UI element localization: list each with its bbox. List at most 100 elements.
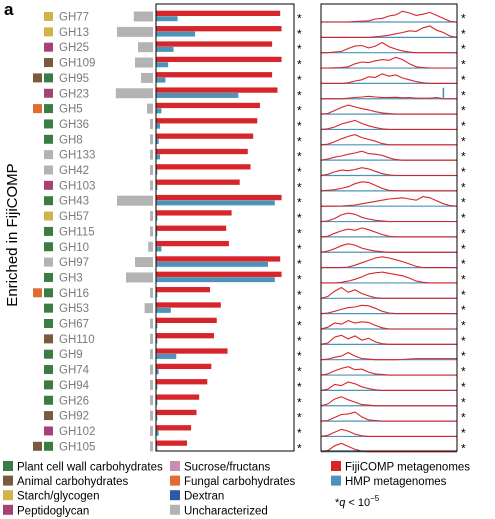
- significance-star: *: [461, 119, 466, 133]
- category-swatch: [33, 288, 42, 298]
- significance-star: *: [297, 303, 302, 317]
- legend-label: FijiCOMP metagenomes: [345, 462, 470, 474]
- fiji-density-line: [321, 41, 457, 54]
- fiji-bar: [156, 317, 217, 323]
- family-row: GH13 * *: [44, 25, 466, 41]
- category-swatch: [44, 12, 53, 21]
- significance-star: *: [461, 27, 466, 41]
- fiji-density-line: [321, 10, 458, 23]
- significance-star: *: [461, 180, 466, 194]
- fiji-density-line: [320, 134, 457, 146]
- significance-star: *: [461, 134, 466, 148]
- significance-star: *: [461, 150, 466, 164]
- fiji-density-line: [320, 320, 457, 330]
- family-row: GH23 * *: [44, 87, 466, 102]
- family-label: GH109: [59, 58, 95, 70]
- hmp-bar: [156, 16, 178, 22]
- family-row: GH133 * *: [44, 148, 466, 164]
- fiji-bar: [156, 210, 232, 216]
- significance-star: *: [461, 104, 466, 118]
- significance-star: *: [297, 196, 302, 210]
- family-label: GH103: [59, 180, 95, 192]
- family-label: GH74: [59, 365, 90, 377]
- significance-star: *: [297, 73, 302, 87]
- family-label: GH102: [59, 426, 95, 438]
- significance-star: *: [461, 303, 466, 317]
- hmp-bar: [156, 430, 159, 436]
- fiji-density-line: [320, 119, 457, 130]
- significance-star: *: [461, 426, 466, 440]
- significance-star: *: [297, 165, 302, 179]
- legend-label: Uncharacterized: [184, 505, 268, 517]
- significance-star: *: [297, 257, 302, 271]
- significance-star: *: [461, 288, 466, 302]
- fiji-bar: [156, 409, 197, 416]
- fiji-density-line: [320, 150, 457, 161]
- hmp-bar: [156, 353, 177, 359]
- fiji-density-line: [321, 196, 458, 207]
- hmp-bar: [156, 369, 159, 375]
- significance-star: *: [461, 58, 466, 72]
- significance-note: *q < 10−5: [335, 494, 380, 509]
- hmp-bar: [156, 62, 169, 68]
- category-swatch: [44, 211, 53, 221]
- category-swatch: [33, 73, 42, 83]
- significance-star: *: [461, 12, 466, 26]
- fiji-bar: [156, 148, 248, 155]
- family-label: GH110: [59, 334, 95, 346]
- fiji-density-line: [321, 271, 457, 284]
- significance-star: *: [461, 349, 466, 363]
- hmp-bar: [156, 307, 171, 313]
- fiji-bar: [156, 379, 208, 385]
- gray-bar: [135, 257, 153, 268]
- family-label: GH8: [59, 134, 83, 146]
- fiji-density-line: [320, 411, 457, 422]
- hmp-bar: [156, 384, 158, 390]
- family-label: GH105: [59, 441, 95, 453]
- gray-bar: [144, 303, 153, 314]
- family-label: GH97: [59, 257, 89, 269]
- gray-bar: [150, 395, 153, 406]
- category-swatch: [33, 441, 42, 451]
- gray-bar: [150, 149, 153, 160]
- y-axis-label: Enriched in FijiCOMP: [4, 163, 21, 306]
- significance-star: *: [297, 226, 302, 240]
- family-label: GH10: [59, 242, 89, 254]
- family-row: GH57 * *: [44, 210, 466, 225]
- family-row: GH42 * *: [44, 164, 466, 179]
- fiji-density-line: [321, 25, 458, 38]
- fiji-density-line: [321, 56, 457, 69]
- hmp-bar: [156, 46, 174, 52]
- significance-star: *: [461, 272, 466, 286]
- gray-bar: [150, 364, 153, 375]
- significance-star: *: [461, 211, 466, 225]
- category-swatch: [44, 226, 53, 236]
- fiji-bar: [156, 440, 188, 446]
- family-label: GH13: [59, 27, 89, 39]
- family-label: GH53: [59, 303, 89, 315]
- fiji-bar: [156, 333, 215, 339]
- fiji-bar: [156, 87, 278, 93]
- significance-star: *: [297, 349, 302, 363]
- category-swatch: [44, 88, 53, 98]
- fiji-density-line: [321, 256, 457, 269]
- gray-bar: [147, 103, 153, 114]
- significance-star: *: [461, 165, 466, 179]
- legend-label: Starch/glycogen: [17, 491, 99, 503]
- family-row: GH110 * *: [44, 333, 466, 348]
- hmp-bar: [156, 246, 162, 252]
- fiji-bar: [156, 164, 251, 170]
- significance-star: *: [297, 380, 302, 394]
- gray-bar: [150, 226, 153, 237]
- fiji-density-line: [320, 428, 457, 437]
- legend-label: HMP metagenomes: [345, 476, 447, 488]
- family-row: GH16 * *: [33, 286, 466, 302]
- gray-bar: [150, 118, 153, 129]
- family-label: GH36: [59, 119, 89, 131]
- legend-swatch: [170, 461, 180, 471]
- fiji-density-line: [320, 104, 457, 115]
- legend-label: Animal carbohydrates: [17, 476, 128, 488]
- significance-star: *: [297, 365, 302, 379]
- family-label: GH133: [59, 150, 95, 162]
- legend-swatch: [3, 504, 13, 515]
